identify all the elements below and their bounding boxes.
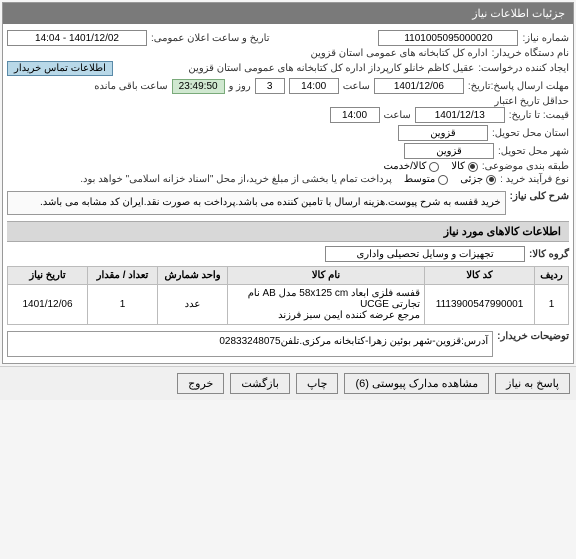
cell-unit: عدد (158, 285, 228, 325)
buy-type-opt-1[interactable]: متوسط (404, 174, 448, 185)
valid-date-field: 1401/12/13 (415, 107, 505, 123)
cell-name: قفسه فلزی ابعاد 58x125 cm مدل AB نام تجا… (228, 285, 425, 325)
radio-icon (468, 162, 478, 172)
valid-time-field: 14:00 (330, 107, 380, 123)
col-date: تاریخ نیاز (8, 267, 88, 285)
city-req-label: استان محل تحویل: (492, 128, 569, 139)
time-label-1: ساعت (343, 81, 370, 92)
back-button[interactable]: بازگشت (230, 373, 290, 394)
cell-row: 1 (535, 285, 569, 325)
good-type-opt-0[interactable]: کالا (451, 161, 478, 172)
deadline-to-label: تاریخ: (468, 81, 491, 92)
details-panel: جزئیات اطلاعات نیاز شماره نیاز: 11010050… (2, 2, 574, 364)
good-type-opt-0-label: کالا (451, 161, 465, 172)
buy-type-opt-1-label: متوسط (404, 174, 435, 185)
need-no-field: 1101005095000020 (378, 30, 518, 46)
col-name: نام کالا (228, 267, 425, 285)
buy-note: پرداخت تمام یا بخشی از مبلغ خرید،از محل … (80, 174, 392, 185)
col-unit: واحد شمارش (158, 267, 228, 285)
remain-label: ساعت باقی مانده (94, 81, 167, 92)
announce-dt-label: تاریخ و ساعت اعلان عمومی: (151, 33, 270, 44)
col-row: ردیف (535, 267, 569, 285)
buyer-label: نام دستگاه خریدار: (492, 48, 569, 59)
buyer-value: اداره کل کتابخانه های عمومی استان قزوین (310, 48, 487, 59)
group-label: گروه کالا: (529, 249, 569, 260)
items-table: ردیف کد کالا نام کالا واحد شمارش تعداد /… (7, 266, 569, 325)
attachments-button[interactable]: مشاهده مدارک پیوستی (6) (344, 373, 489, 394)
city-del-field: قزوین (404, 143, 494, 159)
desc-label: شرح کلی نیاز: (510, 191, 569, 202)
buyer-note-box: آدرس:قزوین-شهر بوئین زهرا-کتابخانه مرکزی… (7, 331, 493, 357)
day-hour-label: روز و (229, 81, 251, 92)
need-no-label: شماره نیاز: (522, 33, 569, 44)
print-button[interactable]: چاپ (296, 373, 339, 394)
desc-box: خرید قفسه به شرح پیوست.هزینه ارسال با تا… (7, 191, 506, 215)
group-field: تجهیزات و وسایل تحصیلی واداری (325, 246, 525, 262)
good-type-radio-group: کالا کالا/خدمت (383, 161, 477, 172)
valid-label2: قیمت: تا تاریخ: (509, 110, 569, 121)
reply-button[interactable]: پاسخ به نیاز (495, 373, 570, 394)
exit-button[interactable]: خروج (177, 373, 224, 394)
good-type-opt-1[interactable]: کالا/خدمت (383, 161, 439, 172)
col-qty: تعداد / مقدار (88, 267, 158, 285)
cell-qty: 1 (88, 285, 158, 325)
buy-type-label: نوع فرآیند خرید : (500, 174, 569, 185)
cell-code: 1113900547990001 (425, 285, 535, 325)
panel-body: شماره نیاز: 1101005095000020 تاریخ و ساع… (3, 24, 573, 363)
buy-type-radio-group: جزئی متوسط (404, 174, 496, 185)
buy-type-opt-0-label: جزئی (460, 174, 483, 185)
radio-icon (438, 175, 448, 185)
table-row[interactable]: 1 1113900547990001 قفسه فلزی ابعاد 58x12… (8, 285, 569, 325)
announce-dt-field: 1401/12/02 - 14:04 (7, 30, 147, 46)
footer-toolbar: پاسخ به نیاز مشاهده مدارک پیوستی (6) چاپ… (0, 366, 576, 400)
countdown-field: 23:49:50 (172, 79, 225, 94)
valid-label: حداقل تاریخ اعتبار (494, 96, 569, 107)
buy-type-opt-0[interactable]: جزئی (460, 174, 496, 185)
city-del-label: شهر محل تحویل: (498, 146, 569, 157)
good-type-opt-1-label: کالا/خدمت (383, 161, 426, 172)
panel-title: جزئیات اطلاعات نیاز (3, 3, 573, 24)
cell-date: 1401/12/06 (8, 285, 88, 325)
deadline-time-field: 14:00 (289, 78, 339, 94)
requester-value: عقیل کاظم خانلو کارپرداز اداره کل کتابخا… (117, 63, 474, 74)
deadline-date-field: 1401/12/06 (374, 78, 464, 94)
good-type-label: طبقه بندی موضوعی: (482, 161, 569, 172)
buyer-note-label: توضیحات خریدار: (497, 331, 569, 342)
contact-buyer-button[interactable]: اطلاعات تماس خریدار (7, 61, 113, 76)
col-code: کد کالا (425, 267, 535, 285)
days-field: 3 (255, 78, 285, 94)
time-label-2: ساعت (384, 110, 411, 121)
radio-icon (486, 175, 496, 185)
requester-label: ایجاد کننده درخواست: (478, 63, 569, 74)
city-req-field: قزوین (398, 125, 488, 141)
radio-icon (429, 162, 439, 172)
deadline-label: مهلت ارسال پاسخ: (491, 81, 569, 92)
table-header-row: ردیف کد کالا نام کالا واحد شمارش تعداد /… (8, 267, 569, 285)
items-header: اطلاعات کالاهای مورد نیاز (7, 221, 569, 242)
